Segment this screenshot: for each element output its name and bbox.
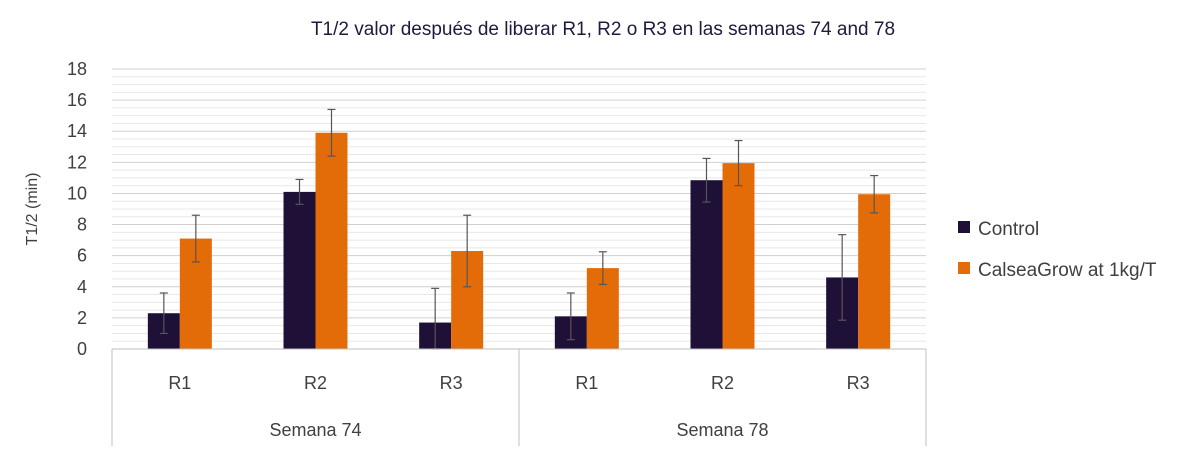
bars [147,132,891,349]
x-tick-label: R1 [168,373,191,393]
legend: Control CalseaGrow at 1kg/T [958,219,1157,281]
error-bars [159,108,879,350]
bar-calseagrow-at-1kg-t-r2 [722,163,755,349]
legend-swatch [958,262,970,274]
x-tick-label: R3 [440,373,463,393]
y-tick-label: 12 [67,152,87,172]
x-tick-label: R2 [711,373,734,393]
x-tick-label: R3 [847,373,870,393]
y-tick-label: 8 [77,215,87,235]
legend-swatch [958,221,970,233]
y-tick-label: 14 [67,121,87,141]
y-tick-label: 18 [67,59,87,79]
x-group-label: Semana 74 [269,420,361,440]
chart-title: T1/2 valor después de liberar R1, R2 o R… [311,19,895,40]
y-tick-label: 0 [77,339,87,359]
y-tick-label: 16 [67,90,87,110]
gridlines [112,68,926,342]
bar-calseagrow-at-1kg-t-r3 [858,194,891,349]
y-tick-label: 4 [77,277,87,297]
y-tick-label: 2 [77,308,87,328]
legend-label: Control [978,219,1039,240]
x-tick-label: R1 [575,373,598,393]
axes: 0 2 4 6 8 10 12 14 16 18 R1 R2 R3 R1 R2 R3 Semana 74 Sema… [67,59,927,446]
x-tick-label: R2 [304,373,327,393]
bar-control-r2 [690,180,723,349]
bar-calseagrow-at-1kg-t-r2 [315,132,348,349]
y-tick-label: 6 [77,246,87,266]
legend-label: CalseaGrow at 1kg/T [978,260,1157,281]
y-tick-label: 10 [67,183,87,203]
bar-control-r2 [283,191,316,349]
y-axis-label: T1/2 (min) [24,173,41,246]
x-group-label: Semana 78 [676,420,768,440]
